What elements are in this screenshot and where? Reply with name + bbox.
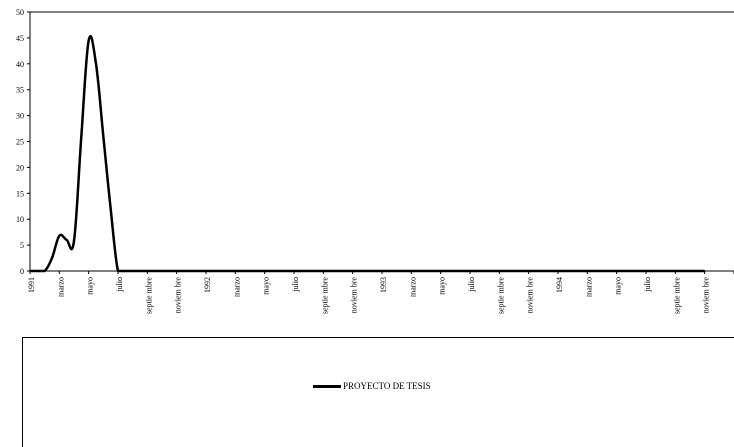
x-tick-label: marzo (584, 277, 593, 297)
series-line (29, 34, 705, 273)
x-tick-label: julio (643, 277, 652, 293)
y-tick-label: 20 (16, 163, 24, 172)
x-tick-label: marzo (56, 277, 65, 297)
x-tick-label: 1994 (555, 277, 564, 293)
x-tick-label: marzo (408, 277, 417, 297)
line-chart: 0 5 10 15 20 25 30 35 40 45 50 1991 marzo mayo julio s… (16, 8, 734, 315)
x-tick-label: 1993 (379, 277, 388, 293)
legend: PROYECTO DE TESIS (22, 337, 734, 447)
legend-swatch (313, 384, 341, 388)
x-tick-label: julio (115, 277, 124, 293)
x-tick-label: septie mbre (144, 277, 153, 315)
y-tick-label: 40 (16, 60, 24, 69)
x-tick-label: mayo (614, 277, 623, 295)
y-tick-label: 0 (20, 267, 24, 276)
x-tick-label: julio (291, 277, 300, 293)
y-tick-label: 15 (16, 189, 24, 198)
x-tick-label: mayo (86, 277, 95, 295)
x-tick-label: marzo (232, 277, 241, 297)
y-tick-label: 30 (16, 112, 24, 121)
x-tick-label: septie mbre (672, 277, 681, 315)
x-tick-label: mayo (438, 277, 447, 295)
x-axis: 1991 marzo mayo julio septie mbre noviem bre 1… (27, 270, 734, 315)
x-tick-label: mayo (262, 277, 271, 295)
x-tick-label: julio (467, 277, 476, 293)
legend-item: PROYECTO DE TESIS (313, 381, 431, 391)
y-tick-label: 10 (16, 215, 24, 224)
x-tick-label: noviem bre (526, 277, 535, 314)
x-tick-label: septie mbre (320, 277, 329, 315)
x-tick-label: septie mbre (496, 277, 505, 315)
x-tick-label: noviem bre (702, 277, 711, 314)
series-layer (29, 34, 705, 273)
y-tick-label: 45 (16, 34, 24, 43)
y-tick-label: 50 (16, 8, 24, 17)
x-tick-label: 1992 (203, 277, 212, 293)
y-tick-label: 25 (16, 138, 24, 147)
x-tick-label: noviem bre (350, 277, 359, 314)
y-axis: 0 5 10 15 20 25 30 35 40 45 50 (16, 8, 734, 276)
x-tick-label: 1991 (27, 277, 36, 293)
y-tick-label: 5 (20, 241, 24, 250)
legend-label: PROYECTO DE TESIS (343, 381, 431, 391)
x-tick-label: noviem bre (174, 277, 183, 314)
y-tick-label: 35 (16, 86, 24, 95)
